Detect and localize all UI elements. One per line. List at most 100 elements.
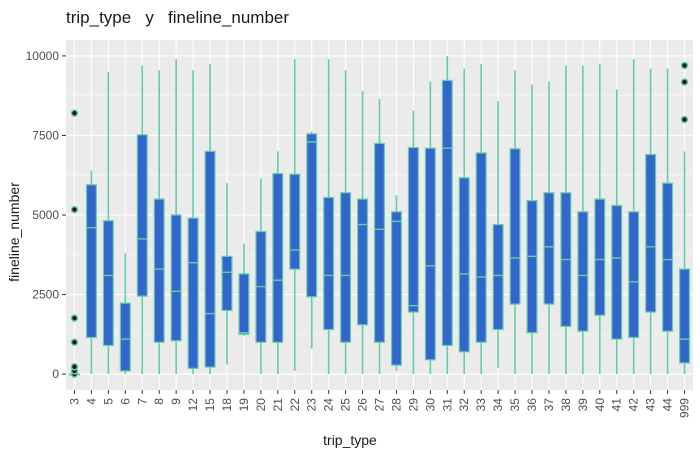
box-body [611, 204, 623, 340]
x-tick-label: 4 [84, 398, 98, 405]
x-tick-label: 29 [406, 398, 420, 412]
x-tick-label: 35 [508, 398, 522, 412]
box-26 [357, 90, 369, 375]
box-4 [85, 170, 97, 375]
y-tick-label: 0 [52, 367, 59, 381]
x-tick-label: 6 [118, 398, 132, 405]
box-38 [560, 65, 572, 375]
x-tick-label: 43 [644, 398, 658, 412]
box-28 [390, 195, 402, 371]
outlier-point [680, 78, 689, 86]
x-tick-label: 18 [220, 398, 234, 412]
outlier-point [70, 338, 79, 347]
box-body [407, 146, 419, 313]
x-tick-label: 44 [661, 398, 675, 412]
x-tick-label: 39 [576, 398, 590, 412]
box-36 [526, 84, 538, 375]
box-30 [424, 81, 436, 375]
box-body [102, 220, 114, 347]
x-tick-label: 26 [356, 398, 370, 412]
box-21 [272, 151, 284, 375]
box-body [594, 198, 606, 316]
x-tick-label: 25 [339, 398, 353, 412]
box-20 [255, 178, 267, 375]
x-tick-label: 34 [491, 398, 505, 412]
box-body [272, 173, 284, 343]
x-tick-label: 36 [525, 398, 539, 412]
x-tick-label: 7 [135, 398, 149, 405]
box-27 [373, 98, 386, 375]
outlier-point [70, 205, 79, 214]
outlier-point [70, 109, 79, 117]
x-tick-label: 15 [203, 398, 217, 412]
y-tick-label: 7500 [32, 128, 59, 142]
x-tick-label: 30 [423, 398, 437, 412]
x-tick-label: 3 [67, 398, 81, 405]
x-tick-label: 37 [542, 398, 556, 412]
box-body [119, 302, 131, 372]
x-axis-title: trip_type [323, 432, 377, 448]
x-tick-label: 42 [627, 398, 641, 412]
box-body [424, 147, 436, 361]
x-tick-label: 19 [237, 398, 251, 412]
box-24 [323, 59, 335, 375]
x-tick-label: 20 [254, 398, 268, 412]
x-tick-label: 21 [271, 398, 285, 412]
box-body [187, 217, 199, 369]
chart-title: trip_type y fineline_number [66, 8, 290, 27]
box-body [475, 152, 487, 343]
box-body [306, 133, 318, 298]
x-axis-ticks: 3 4 5 6 7 8 9 12 15 18 19 20 21 22 23 24 25 26 27 28 29 30 31 3… [67, 390, 692, 418]
box-8 [153, 70, 165, 375]
y-axis-ticks: 0 2500 5000 7500 10000 [26, 49, 66, 381]
x-tick-label: 9 [169, 398, 183, 405]
y-tick-label: 5000 [32, 208, 59, 222]
box-body [153, 198, 165, 343]
y-tick-label: 2500 [32, 288, 59, 302]
x-tick-label: 40 [593, 398, 607, 412]
outlier-point [70, 314, 79, 322]
box-body [238, 273, 250, 335]
box-body [323, 196, 335, 331]
box-body [577, 211, 589, 332]
box-body [679, 268, 691, 364]
box-40 [594, 63, 606, 375]
box-body [509, 148, 521, 305]
box-body [645, 153, 657, 313]
box-999 [679, 61, 691, 375]
box-7 [136, 65, 148, 375]
x-tick-label: 23 [305, 398, 319, 412]
box-33 [475, 63, 487, 375]
box-37 [543, 81, 555, 375]
box-19 [238, 243, 250, 336]
x-tick-label: 28 [389, 398, 403, 412]
box-44 [662, 68, 674, 375]
box-body [492, 223, 504, 331]
outlier-point [680, 61, 689, 70]
y-axis-title: fineline_number [6, 182, 22, 282]
box-29 [407, 110, 419, 375]
x-tick-label: 41 [610, 398, 624, 412]
box-body [357, 198, 369, 326]
box-15 [204, 63, 216, 375]
box-35 [509, 70, 521, 375]
box-body [373, 142, 386, 343]
x-tick-label: 22 [288, 398, 302, 412]
box-body [170, 214, 182, 342]
box-23 [306, 131, 318, 349]
box-5 [102, 71, 114, 375]
box-32 [458, 68, 470, 375]
box-body [543, 192, 555, 305]
box-22 [289, 59, 301, 371]
box-34 [492, 101, 504, 368]
box-6 [119, 253, 131, 375]
box-series [68, 55, 691, 378]
box-3 [68, 109, 80, 378]
x-tick-label: 38 [559, 398, 573, 412]
box-18 [221, 183, 233, 365]
x-tick-label: 12 [186, 398, 200, 412]
y-tick-label: 10000 [26, 49, 60, 63]
box-body [221, 255, 233, 312]
box-42 [628, 59, 640, 375]
